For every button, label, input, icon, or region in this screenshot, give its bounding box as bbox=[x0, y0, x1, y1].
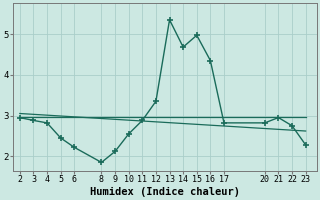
X-axis label: Humidex (Indice chaleur): Humidex (Indice chaleur) bbox=[90, 186, 240, 197]
